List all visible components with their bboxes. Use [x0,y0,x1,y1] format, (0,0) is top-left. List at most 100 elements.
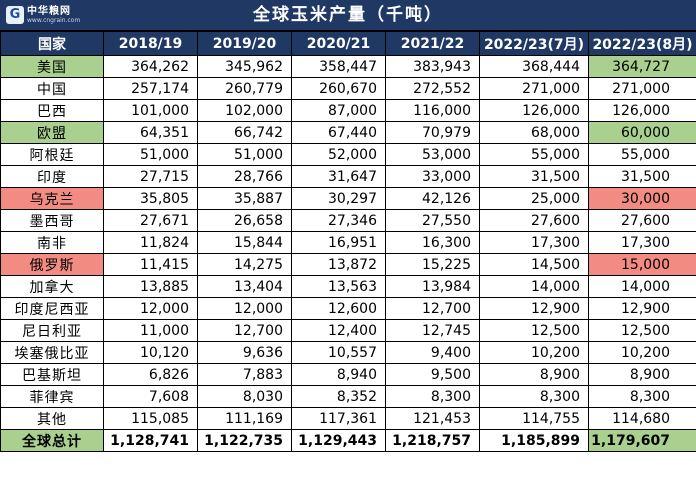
value-cell-latest: 31,500 [588,165,696,188]
title-bar: G 中华粮网 www.cngrain.com 全球玉米产量（千吨） [0,0,696,31]
value-cell-latest: 30,000 [588,187,696,210]
value-cell: 28,766 [197,165,292,188]
table-title: 全球玉米产量（千吨） [253,5,443,25]
value-cell: 345,962 [197,55,292,78]
table-row: 印度尼西亚 12,000 12,000 12,600 12,700 12,900 12,90… [0,297,696,320]
value-cell: 13,885 [103,275,198,298]
country-cell: 其他 [0,407,104,430]
value-cell: 13,872 [291,253,386,276]
value-cell: 12,000 [103,297,198,320]
value-cell: 260,670 [291,77,386,100]
table-row: 菲律宾 7,608 8,030 8,352 8,300 8,300 8,300 [0,385,696,408]
table-row: 南非 11,824 15,844 16,951 16,300 17,300 17,300 [0,231,696,254]
country-cell: 中国 [0,77,104,100]
country-cell: 美国 [0,55,104,78]
value-cell: 12,745 [385,319,480,342]
value-cell: 8,300 [385,385,480,408]
column-header-country: 国家 [0,31,104,56]
value-cell: 27,346 [291,209,386,232]
value-cell: 27,671 [103,209,198,232]
value-cell: 51,000 [197,143,292,166]
value-cell: 272,552 [385,77,480,100]
value-cell-latest: 8,300 [588,385,696,408]
value-cell: 117,361 [291,407,386,430]
value-cell: 67,440 [291,121,386,144]
country-cell: 墨西哥 [0,209,104,232]
value-cell: 358,447 [291,55,386,78]
value-cell: 13,563 [291,275,386,298]
value-cell: 260,779 [197,77,292,100]
value-cell: 383,943 [385,55,480,78]
country-cell: 全球总计 [0,429,104,452]
table-row: 加拿大 13,885 13,404 13,563 13,984 14,000 14,000 [0,275,696,298]
value-cell-latest: 55,000 [588,143,696,166]
value-cell: 8,900 [479,363,589,386]
value-cell: 6,826 [103,363,198,386]
table-row: 乌克兰 35,805 35,887 30,297 42,126 25,000 30,000 [0,187,696,210]
value-cell: 25,000 [479,187,589,210]
logo-text-block: 中华粮网 www.cngrain.com [27,6,81,24]
country-cell: 菲律宾 [0,385,104,408]
value-cell-latest: 15,000 [588,253,696,276]
value-cell: 87,000 [291,99,386,122]
value-cell: 12,500 [479,319,589,342]
value-cell: 12,000 [197,297,292,320]
country-cell: 巴西 [0,99,104,122]
logo-g-icon: G [6,6,24,24]
value-cell: 8,030 [197,385,292,408]
value-cell: 30,297 [291,187,386,210]
total-row: 全球总计 1,128,741 1,122,735 1,129,443 1,218,757… [0,429,696,452]
table-row: 欧盟 64,351 66,742 67,440 70,979 68,000 60,000 [0,121,696,144]
column-header-year: 2021/22 [385,31,480,56]
value-cell: 55,000 [479,143,589,166]
value-cell: 115,085 [103,407,198,430]
column-header-year: 2020/21 [291,31,386,56]
value-cell: 11,000 [103,319,198,342]
value-cell: 7,883 [197,363,292,386]
value-cell: 9,636 [197,341,292,364]
value-cell: 12,600 [291,297,386,320]
value-cell: 42,126 [385,187,480,210]
value-cell-latest: 1,179,607 [588,429,696,452]
value-cell-latest: 17,300 [588,231,696,254]
value-cell: 368,444 [479,55,589,78]
table-body: 美国 364,262 345,962 358,447 383,943 368,444 364… [0,55,696,452]
value-cell: 9,400 [385,341,480,364]
value-cell: 12,700 [385,297,480,320]
value-cell: 15,225 [385,253,480,276]
table-row: 墨西哥 27,671 26,658 27,346 27,550 27,600 27,600 [0,209,696,232]
value-cell: 1,122,735 [197,429,292,452]
value-cell: 12,700 [197,319,292,342]
value-cell: 114,755 [479,407,589,430]
table-row: 巴基斯坦 6,826 7,883 8,940 9,500 8,900 8,900 [0,363,696,386]
value-cell: 14,500 [479,253,589,276]
value-cell-latest: 12,500 [588,319,696,342]
table-row: 尼日利亚 11,000 12,700 12,400 12,745 12,500 12,500 [0,319,696,342]
value-cell: 1,185,899 [479,429,589,452]
table-row: 埃塞俄比亚 10,120 9,636 10,557 9,400 10,200 10,200 [0,341,696,364]
table-row: 其他 115,085 111,169 117,361 121,453 114,755 114… [0,407,696,430]
table-row: 巴西 101,000 102,000 87,000 116,000 126,000 126,… [0,99,696,122]
value-cell: 126,000 [479,99,589,122]
country-cell: 乌克兰 [0,187,104,210]
value-cell: 15,844 [197,231,292,254]
value-cell: 13,984 [385,275,480,298]
value-cell: 1,129,443 [291,429,386,452]
country-cell: 加拿大 [0,275,104,298]
table-row: 印度 27,715 28,766 31,647 33,000 31,500 31,500 [0,165,696,188]
value-cell: 13,404 [197,275,292,298]
value-cell-latest: 114,680 [588,407,696,430]
value-cell: 70,979 [385,121,480,144]
country-cell: 印度 [0,165,104,188]
value-cell: 10,200 [479,341,589,364]
value-cell: 35,805 [103,187,198,210]
country-cell: 欧盟 [0,121,104,144]
table-row: 美国 364,262 345,962 358,447 383,943 368,444 364… [0,55,696,78]
production-table: 国家 2018/19 2019/20 2020/21 2021/22 2022/23(7月… [0,31,696,452]
value-cell: 1,218,757 [385,429,480,452]
value-cell-latest: 12,900 [588,297,696,320]
value-cell: 7,608 [103,385,198,408]
logo-url: www.cngrain.com [27,16,81,24]
value-cell: 17,300 [479,231,589,254]
